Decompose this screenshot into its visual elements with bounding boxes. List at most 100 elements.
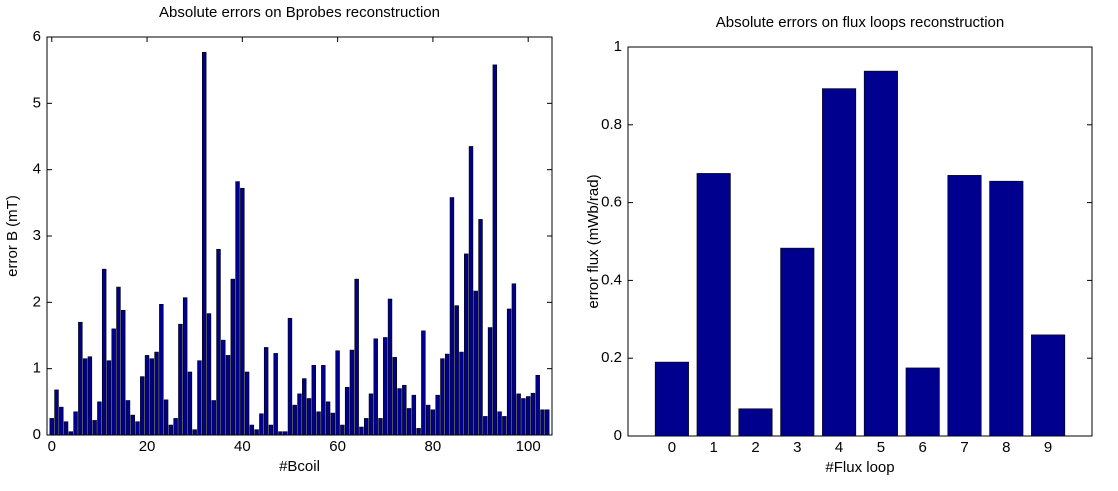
bar: [383, 337, 388, 436]
bar: [506, 308, 512, 436]
bar: [459, 351, 464, 436]
x-tick-label: 7: [960, 439, 968, 456]
bar: [359, 426, 364, 436]
bar: [411, 394, 417, 436]
x-tick-label: 0: [48, 438, 56, 455]
bar: [140, 376, 145, 436]
bar: [240, 187, 245, 436]
x-tick-label: 4: [835, 439, 843, 456]
bar: [197, 360, 202, 436]
bar: [516, 393, 521, 436]
bar: [444, 353, 450, 436]
y-tick-label: 5: [33, 94, 41, 111]
bar: [478, 219, 483, 436]
bar: [373, 338, 378, 436]
bar: [340, 424, 345, 436]
bar: [368, 393, 374, 436]
bar: [182, 297, 188, 436]
bar: [545, 409, 550, 436]
bar: [268, 424, 274, 436]
x-tick-label: 2: [751, 439, 759, 456]
bar: [225, 355, 231, 436]
y-tick-label: 0.6: [601, 194, 622, 211]
bar: [292, 404, 297, 436]
bar: [116, 286, 121, 436]
x-tick-label: 6: [919, 439, 927, 456]
bar: [121, 309, 126, 436]
bar: [97, 401, 102, 436]
y-tick-label: 1: [33, 360, 41, 377]
bar: [822, 88, 857, 437]
bar: [440, 358, 445, 436]
bar: [354, 278, 359, 436]
bar: [349, 349, 355, 436]
bar: [73, 411, 78, 436]
bar: [101, 268, 107, 436]
bar: [540, 409, 545, 436]
bar: [402, 384, 407, 436]
chart-title: Absolute errors on flux loops reconstruc…: [716, 14, 1004, 31]
bar: [306, 398, 312, 436]
y-tick-label: 2: [33, 293, 41, 310]
bar: [302, 378, 307, 436]
bar: [473, 290, 478, 436]
y-axis-label: error B (mT): [4, 195, 21, 277]
bar: [135, 421, 140, 436]
bar: [221, 339, 226, 436]
bar: [297, 393, 302, 436]
bar: [863, 70, 898, 437]
bar: [947, 175, 982, 437]
bar: [68, 431, 74, 436]
bar: [192, 429, 197, 436]
x-tick-label: 5: [877, 439, 885, 456]
bar: [54, 389, 59, 436]
bar: [487, 327, 493, 436]
bar: [330, 412, 336, 436]
bar: [502, 416, 507, 436]
y-tick-label: 1: [614, 38, 622, 55]
y-tick-label: 0: [614, 427, 622, 444]
x-tick-label: 3: [793, 439, 801, 456]
bar: [483, 416, 488, 436]
bar: [363, 418, 369, 436]
bar: [163, 399, 169, 436]
bar: [111, 328, 116, 436]
bar: [468, 146, 474, 436]
bar: [249, 424, 255, 436]
bar: [283, 431, 288, 436]
x-axis-label: #Bcoil: [279, 458, 320, 475]
y-tick-label: 6: [33, 28, 41, 45]
bar: [378, 418, 383, 436]
x-tick-label: 9: [1044, 439, 1052, 456]
bar: [130, 414, 135, 436]
bar: [149, 358, 155, 436]
bar: [206, 313, 212, 436]
bar: [989, 180, 1024, 437]
bar: [63, 421, 69, 436]
x-tick-label: 40: [234, 438, 251, 455]
bar: [335, 350, 340, 436]
bar: [92, 420, 97, 436]
bar: [387, 298, 393, 436]
x-tick-label: 100: [516, 438, 541, 455]
bar: [82, 358, 88, 436]
y-tick-label: 3: [33, 227, 41, 244]
bar: [259, 413, 264, 436]
x-tick-label: 8: [1002, 439, 1010, 456]
bar: [397, 388, 402, 436]
bar: [311, 365, 316, 436]
bar: [202, 51, 207, 436]
bar: [125, 400, 131, 436]
bar: [230, 278, 236, 436]
bar: [530, 392, 536, 436]
bar: [497, 411, 502, 436]
x-tick-label: 60: [329, 438, 346, 455]
bar: [316, 411, 321, 436]
bar: [1031, 334, 1066, 437]
bar: [435, 394, 440, 436]
bar: [521, 398, 526, 436]
chart-title: Absolute errors on Bprobes reconstructio…: [159, 4, 440, 21]
bar: [78, 321, 83, 436]
bar: [454, 305, 459, 436]
